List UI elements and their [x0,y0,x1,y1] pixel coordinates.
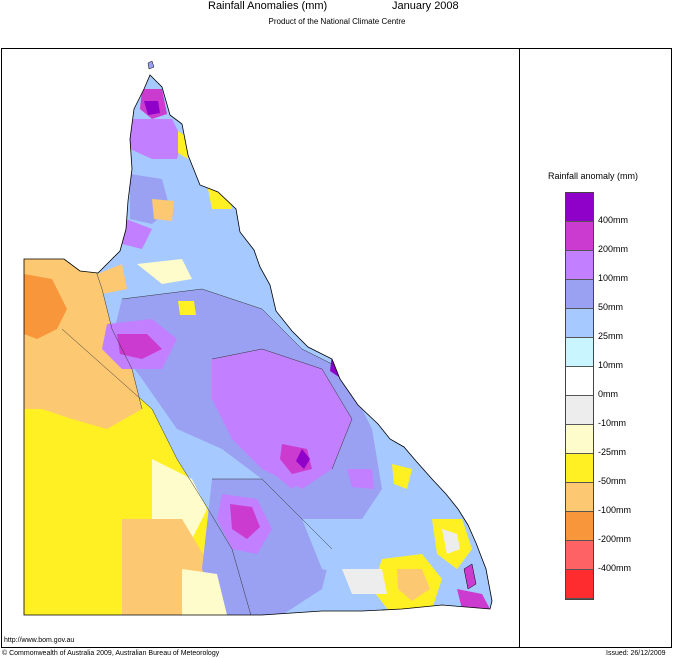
legend-label: 0mm [598,389,618,399]
legend-swatch [566,309,593,338]
panel-divider [519,48,520,648]
legend-colorbar [565,192,594,600]
legend-label: 100mm [598,273,629,283]
legend-swatch [566,425,593,454]
legend-label: 25mm [598,331,624,341]
footer-url: http://www.bom.gov.au [4,637,75,644]
legend-swatch [566,541,593,570]
legend-swatch [566,251,593,280]
legend-label: -25mm [598,447,627,457]
legend-title: Rainfall anomaly (mm) [548,171,639,181]
legend-label: -200mm [598,534,632,544]
legend-label: -400mm [598,563,632,573]
legend-label: -50mm [598,476,627,486]
legend-label: -100mm [598,505,632,515]
legend-swatch [566,222,593,251]
legend-label: 50mm [598,302,624,312]
legend-swatch [566,338,593,367]
legend-swatch [566,454,593,483]
legend-swatch [566,193,593,222]
map-title: Rainfall Anomalies (mm) [208,0,328,12]
footer-issued: Issued: 26/12/2009 [606,650,666,657]
legend-swatch [566,570,593,599]
legend-label: 200mm [598,244,629,254]
legend-swatch [566,483,593,512]
legend-label: 10mm [598,360,624,370]
map-subtitle: Product of the National Climate Centre [268,17,406,26]
map-frame [1,48,672,648]
legend-label: 400mm [598,215,629,225]
map-period: January 2008 [392,0,459,12]
legend-label: -10mm [598,418,627,428]
legend-swatch [566,367,593,396]
legend-swatch [566,396,593,425]
footer-copyright: © Commonwealth of Australia 2009, Austra… [2,650,220,657]
queensland-rainfall-map [23,60,493,616]
legend-swatch [566,512,593,541]
legend-swatch [566,280,593,309]
